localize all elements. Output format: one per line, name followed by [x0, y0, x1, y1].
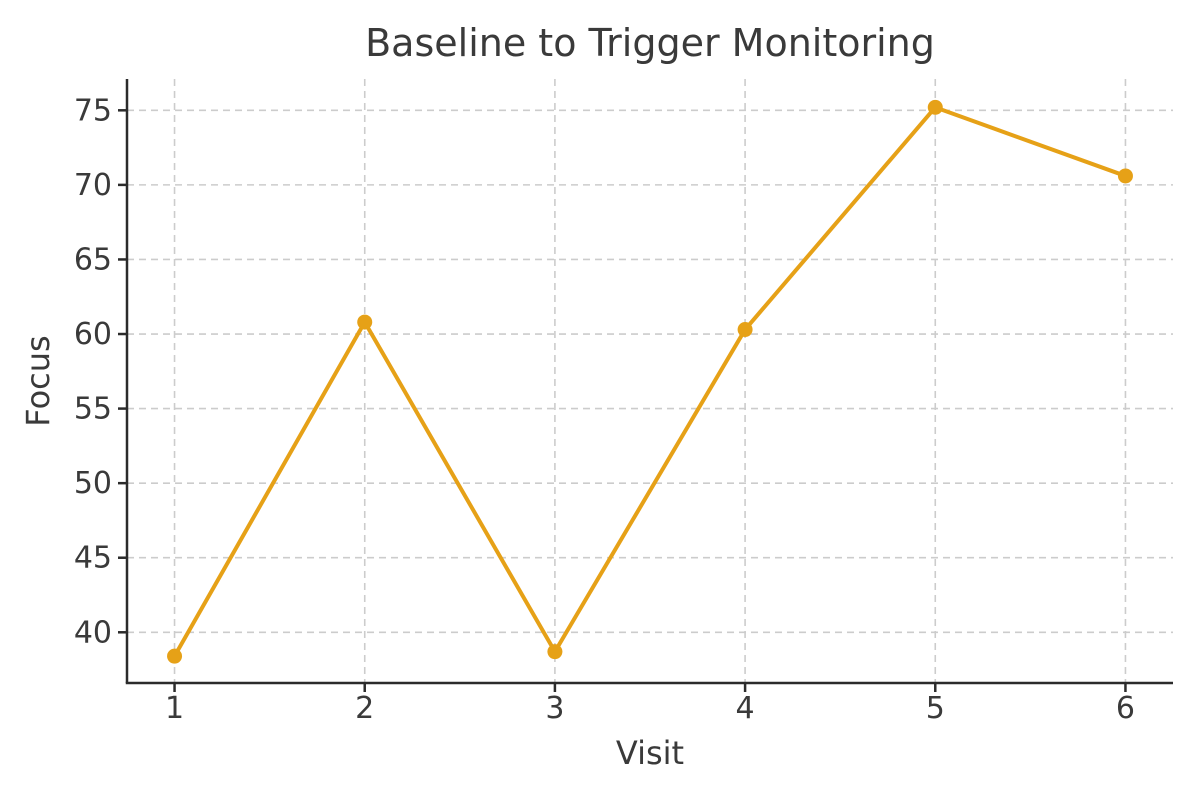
x-tick-label: 1 — [165, 691, 184, 726]
data-point-marker — [167, 648, 183, 664]
y-tick-label: 40 — [74, 615, 112, 650]
y-tick-label: 45 — [74, 541, 112, 576]
y-tick-label: 75 — [74, 93, 112, 128]
x-tick-label: 4 — [736, 691, 755, 726]
y-tick-label: 60 — [74, 317, 112, 352]
x-axis-label: Visit — [615, 734, 685, 772]
chart-title: Baseline to Trigger Monitoring — [365, 21, 935, 65]
x-tick-label: 3 — [545, 691, 564, 726]
y-tick-label: 70 — [74, 168, 112, 203]
y-tick-label: 50 — [74, 466, 112, 501]
data-point-marker — [737, 322, 753, 338]
x-tick-label: 5 — [926, 691, 945, 726]
data-point-marker — [927, 99, 943, 115]
x-tick-label: 6 — [1116, 691, 1135, 726]
data-point-marker — [357, 314, 373, 330]
y-tick-label: 55 — [74, 392, 112, 427]
x-tick-label: 2 — [355, 691, 374, 726]
y-tick-label: 65 — [74, 242, 112, 277]
focus-line — [172, 105, 1128, 659]
data-point-marker — [1117, 168, 1133, 184]
data-point-marker — [547, 644, 563, 660]
